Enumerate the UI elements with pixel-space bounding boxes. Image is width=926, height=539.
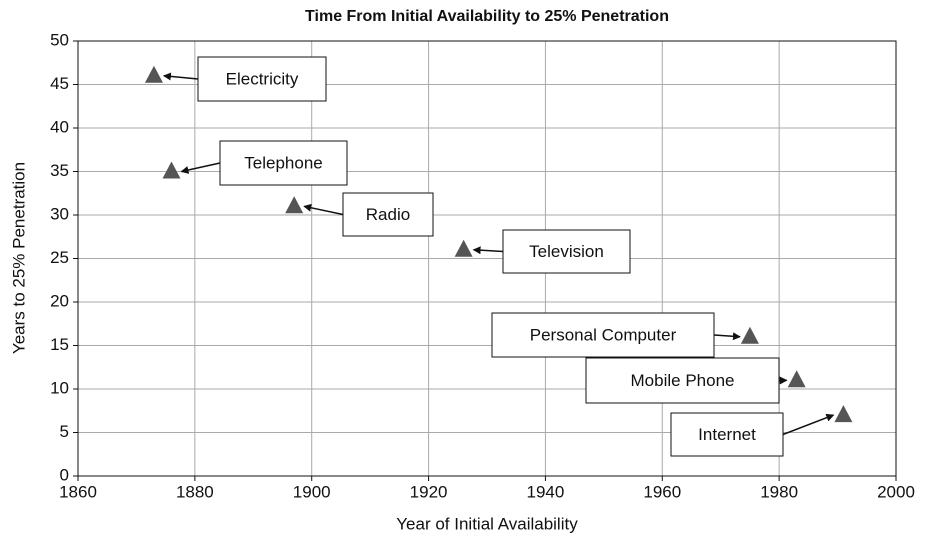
annotation-arrow: [472, 246, 504, 255]
x-tick-label: 1900: [293, 482, 331, 501]
annotation-label: Electricity: [226, 69, 299, 88]
y-tick-label: 45: [50, 74, 69, 93]
x-tick-label: 1920: [410, 482, 448, 501]
y-tick-label: 5: [60, 422, 69, 441]
chart-title: Time From Initial Availability to 25% Pe…: [305, 8, 669, 25]
annotation-arrow: [713, 332, 741, 341]
x-tick-label: 2000: [877, 482, 915, 501]
x-axis-label: Year of Initial Availability: [396, 514, 578, 533]
annotation-arrow: [180, 162, 221, 174]
annotation-box: [670, 412, 784, 457]
annotation-label: Television: [529, 242, 604, 261]
annotation-arrow: [162, 72, 199, 81]
x-tick-label: 1880: [176, 482, 214, 501]
annotation-label: Internet: [698, 425, 756, 444]
point: [162, 161, 181, 179]
y-tick-label: 50: [50, 30, 69, 49]
point: [144, 65, 163, 83]
point: [787, 370, 806, 388]
x-tick-label: 1980: [760, 482, 798, 501]
annotation-label: Mobile Phone: [631, 371, 735, 390]
annotation-label: Radio: [366, 205, 410, 224]
annotation-box: [491, 312, 715, 358]
annotation-arrow: [303, 203, 344, 216]
x-tick-label: 1960: [643, 482, 681, 501]
plot-border: [77, 40, 897, 477]
y-tick-label: 15: [50, 335, 69, 354]
point: [834, 405, 853, 423]
annotation-box: [197, 56, 327, 102]
y-tick-label: 0: [60, 465, 69, 484]
point: [285, 196, 304, 214]
annotation-label: Telephone: [244, 153, 322, 172]
y-tick-label: 25: [50, 248, 69, 267]
annotation-arrow: [782, 413, 835, 436]
y-tick-label: 30: [50, 204, 69, 223]
annotation-box: [502, 229, 631, 274]
y-tick-label: 10: [50, 378, 69, 397]
y-tick-label: 40: [50, 117, 69, 136]
x-tick-label: 1940: [527, 482, 565, 501]
annotation-box: [219, 140, 348, 186]
annotation-label: Personal Computer: [530, 325, 677, 344]
point: [454, 239, 473, 257]
point: [740, 326, 759, 344]
annotation-box: [342, 192, 434, 237]
y-axis-label: Years to 25% Penetration: [9, 162, 28, 354]
y-tick-label: 35: [50, 161, 69, 180]
x-tick-label: 1860: [59, 482, 97, 501]
y-tick-label: 20: [50, 291, 69, 310]
